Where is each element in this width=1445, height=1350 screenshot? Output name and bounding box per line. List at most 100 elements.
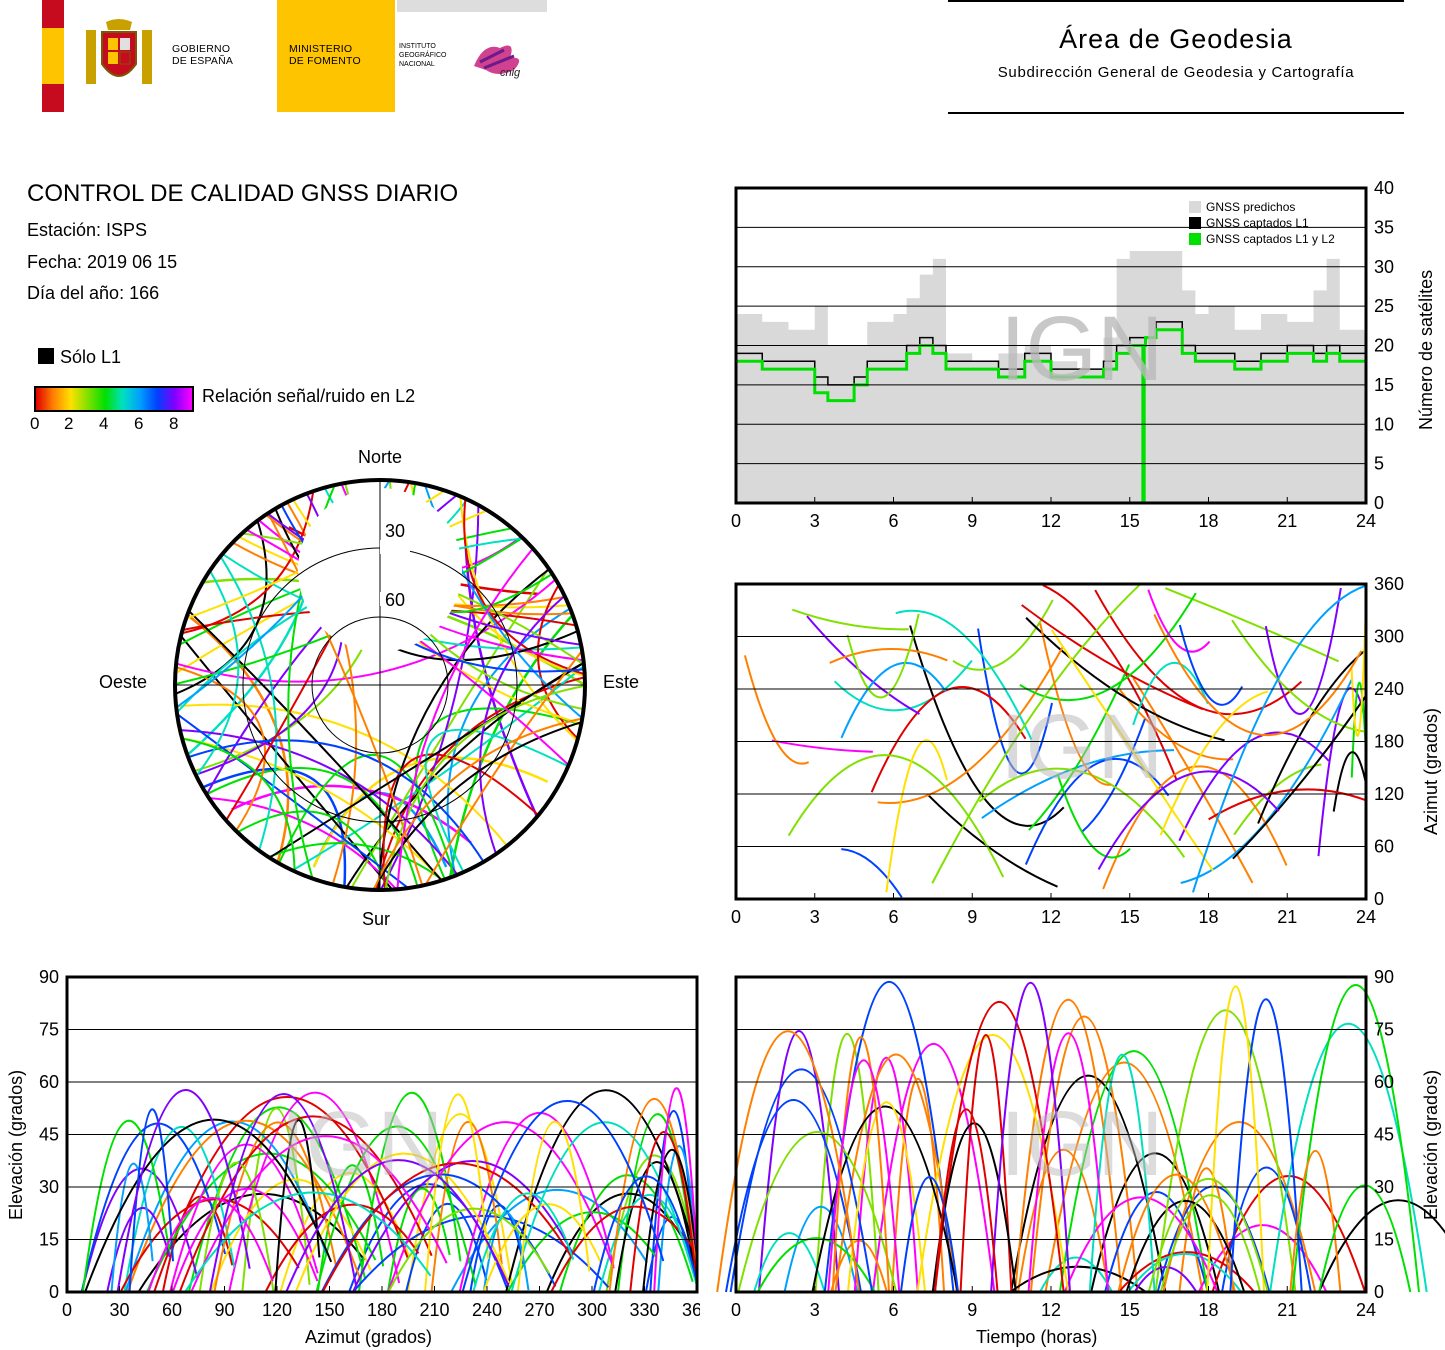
y-tick-label: 240: [1374, 679, 1404, 699]
y-tick-label: 5: [1374, 454, 1384, 474]
l1-only-swatch: [38, 348, 54, 364]
legend-swatch-l1l2: [1189, 233, 1201, 245]
y-tick-label: 35: [1374, 217, 1394, 237]
y-tick-label: 0: [1374, 493, 1384, 513]
y-tick-label: 40: [1374, 180, 1394, 198]
satellite-track: [176, 713, 409, 889]
x-tick-label: 30: [109, 1300, 129, 1320]
satellite-track: [274, 1119, 321, 1293]
east-label: Este: [603, 672, 639, 692]
date-label: Fecha: 2019 06 15: [27, 252, 178, 272]
x-tick-label: 270: [524, 1300, 554, 1320]
x-tick-label: 9: [967, 907, 977, 925]
y-tick-label: 45: [39, 1125, 59, 1145]
satellite-track: [806, 615, 920, 715]
satellite-track: [180, 635, 394, 890]
satellite-track: [831, 1036, 890, 1293]
satellite-track: [510, 1121, 698, 1293]
l1-only-label: Sólo L1: [60, 347, 122, 367]
report-title: CONTROL DE CALIDAD GNSS DIARIO: [27, 180, 459, 207]
legend-label-l1l2: GNSS captados L1 y L2: [1206, 232, 1335, 246]
horizon-circle: [173, 478, 587, 892]
satellite-track: [1125, 1199, 1246, 1293]
satellite-track: [933, 1001, 1065, 1293]
x-tick-label: 0: [62, 1300, 72, 1320]
satellite-track: [1180, 679, 1353, 884]
satellite-track: [933, 1108, 999, 1293]
y-tick-label: 30: [1374, 1177, 1394, 1197]
x-tick-label: 6: [888, 511, 898, 530]
ministerio-label: MINISTERIO DE FOMENTO: [289, 43, 361, 67]
x-tick-label: 24: [1356, 907, 1376, 925]
x-tick-label: 15: [1120, 511, 1140, 530]
x-tick-label: 330: [629, 1300, 659, 1320]
satellite-track: [814, 1033, 880, 1293]
satellite-track: [424, 1093, 490, 1293]
y-tick-label: 75: [39, 1020, 59, 1040]
satellite-track: [1027, 1032, 1110, 1293]
satellite-track: [312, 756, 549, 868]
x-tick-label: 0: [731, 907, 741, 925]
satellite-track: [952, 599, 1054, 671]
satellite-track: [1206, 985, 1266, 1293]
ign-watermark: IGN: [280, 1093, 444, 1195]
satellite-track: [387, 1121, 615, 1293]
satellite-track: [181, 737, 296, 872]
x-tick-label: 18: [1198, 511, 1218, 530]
x-tick-label: 6: [888, 907, 898, 925]
ring-label-30: 30: [385, 521, 405, 541]
svg-text:cnig: cnig: [500, 67, 521, 79]
geodesia-header: Área de Geodesia Subdirección General de…: [948, 0, 1404, 114]
satellite-track: [846, 1101, 927, 1293]
north-label: Norte: [358, 447, 402, 467]
satellite-track: [175, 666, 267, 832]
x-tick-label: 60: [162, 1300, 182, 1320]
y-tick-label: 0: [1374, 889, 1384, 909]
satellite-track: [126, 1119, 361, 1293]
y-tick-label: 180: [1374, 732, 1404, 752]
area-subtitle: Subdirección General de Geodesia y Carto…: [997, 64, 1355, 81]
satellite-track: [890, 1078, 946, 1293]
satellite-track: [116, 1089, 251, 1293]
satellite-track: [977, 628, 1053, 775]
satellite-track: [885, 739, 948, 893]
y-axis-label: Azimut (grados): [1421, 708, 1441, 835]
satellite-track: [1162, 1121, 1317, 1293]
satellite-track: [536, 584, 579, 740]
y-axis-label: Número de satélites: [1416, 270, 1436, 430]
satellite-track: [208, 1093, 357, 1293]
satellite-track: [84, 1118, 333, 1293]
x-tick-label: 210: [419, 1300, 449, 1320]
y-tick-label: 90: [1374, 967, 1394, 987]
satellite-track: [1178, 624, 1244, 706]
satellite-track: [1264, 587, 1342, 715]
x-tick-label: 18: [1198, 907, 1218, 925]
satellite-track: [190, 1135, 448, 1293]
satellite-track: [725, 1099, 862, 1293]
satellite-track: [469, 1204, 525, 1293]
satellite-track: [169, 1143, 319, 1293]
satellite-track: [279, 1172, 411, 1293]
satellite-track: [1229, 998, 1303, 1293]
x-tick-label: 9: [967, 1300, 977, 1320]
satellite-track: [1024, 757, 1170, 865]
satellite-track: [294, 1152, 510, 1293]
satellite-track: [461, 1100, 665, 1293]
satellite-track: [1063, 1196, 1219, 1293]
satellite-track: [201, 767, 347, 887]
satellite-count-chart: IGN GNSS predichos GNSS captados L1 GNSS…: [731, 180, 1436, 530]
y-axis-label: Elevación (grados): [6, 1070, 26, 1220]
y-tick-label: 15: [39, 1230, 59, 1250]
snr-colorbar: [34, 386, 194, 412]
x-tick-label: 90: [214, 1300, 234, 1320]
satellite-track: [743, 655, 810, 765]
satellite-track: [1159, 1194, 1262, 1293]
x-tick-label: 15: [1120, 907, 1140, 925]
x-tick-label: 120: [262, 1300, 292, 1320]
x-tick-label: 3: [810, 1300, 820, 1320]
y-tick-label: 30: [1374, 257, 1394, 277]
satellite-track: [268, 842, 444, 881]
x-tick-label: 9: [967, 511, 977, 530]
satellite-track: [840, 662, 947, 739]
y-tick-label: 15: [1374, 1230, 1394, 1250]
